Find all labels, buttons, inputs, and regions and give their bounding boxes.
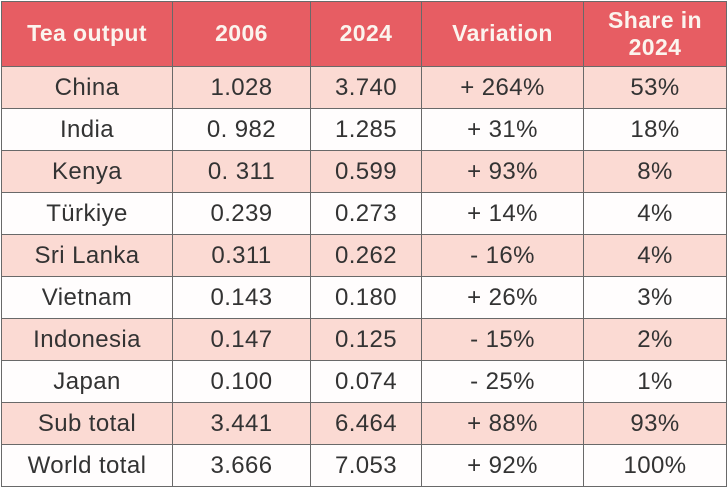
- value-cell-variation: - 25%: [421, 360, 584, 403]
- table-body: China 1.028 3.740 + 264% 53% India 0. 98…: [1, 66, 727, 487]
- table-row-vietnam: Vietnam 0.143 0.180 + 26% 3%: [1, 276, 727, 319]
- value-cell-2024: 0.074: [310, 360, 422, 403]
- table-header: Tea output 2006 2024 Variation Share in …: [1, 1, 727, 67]
- value-cell-share: 3%: [583, 276, 727, 319]
- value-cell-share: 8%: [583, 150, 727, 193]
- column-header-share-in-2024: Share in 2024: [583, 1, 727, 67]
- row-label: Japan: [1, 360, 173, 403]
- value-cell-variation: + 14%: [421, 192, 584, 235]
- row-label: Vietnam: [1, 276, 173, 319]
- table-row-japan: Japan 0.100 0.074 - 25% 1%: [1, 360, 727, 403]
- value-cell-2006: 0.100: [172, 360, 311, 403]
- column-header-variation: Variation: [421, 1, 584, 67]
- row-label: China: [1, 66, 173, 109]
- table-row-sri-lanka: Sri Lanka 0.311 0.262 - 16% 4%: [1, 234, 727, 277]
- row-label: Sri Lanka: [1, 234, 173, 277]
- table-row-kenya: Kenya 0. 311 0.599 + 93% 8%: [1, 150, 727, 193]
- value-cell-variation: + 92%: [421, 444, 584, 487]
- table-row-china: China 1.028 3.740 + 264% 53%: [1, 66, 727, 109]
- table-row-sub-total: Sub total 3.441 6.464 + 88% 93%: [1, 402, 727, 445]
- value-cell-2006: 3.441: [172, 402, 311, 445]
- table-row-world-total: World total 3.666 7.053 + 92% 100%: [1, 444, 727, 487]
- value-cell-2006: 0.239: [172, 192, 311, 235]
- header-row: Tea output 2006 2024 Variation Share in …: [1, 1, 727, 67]
- value-cell-2024: 3.740: [310, 66, 422, 109]
- value-cell-2006: 0. 311: [172, 150, 311, 193]
- value-cell-share: 53%: [583, 66, 727, 109]
- column-header-2006: 2006: [172, 1, 311, 67]
- table-row-turkiye: Türkiye 0.239 0.273 + 14% 4%: [1, 192, 727, 235]
- value-cell-2024: 0.599: [310, 150, 422, 193]
- value-cell-2024: 0.125: [310, 318, 422, 361]
- row-label: World total: [1, 444, 173, 487]
- row-label: Indonesia: [1, 318, 173, 361]
- value-cell-2024: 0.262: [310, 234, 422, 277]
- table-row-indonesia: Indonesia 0.147 0.125 - 15% 2%: [1, 318, 727, 361]
- value-cell-2024: 1.285: [310, 108, 422, 151]
- value-cell-share: 4%: [583, 192, 727, 235]
- value-cell-share: 4%: [583, 234, 727, 277]
- column-header-2024: 2024: [310, 1, 422, 67]
- value-cell-share: 100%: [583, 444, 727, 487]
- value-cell-2006: 0. 982: [172, 108, 311, 151]
- value-cell-variation: + 93%: [421, 150, 584, 193]
- value-cell-2024: 7.053: [310, 444, 422, 487]
- value-cell-variation: + 264%: [421, 66, 584, 109]
- value-cell-2024: 0.180: [310, 276, 422, 319]
- value-cell-2006: 1.028: [172, 66, 311, 109]
- value-cell-2006: 3.666: [172, 444, 311, 487]
- value-cell-variation: + 26%: [421, 276, 584, 319]
- value-cell-2006: 0.147: [172, 318, 311, 361]
- value-cell-share: 93%: [583, 402, 727, 445]
- value-cell-variation: + 31%: [421, 108, 584, 151]
- value-cell-2024: 0.273: [310, 192, 422, 235]
- value-cell-variation: + 88%: [421, 402, 584, 445]
- value-cell-2006: 0.143: [172, 276, 311, 319]
- value-cell-2024: 6.464: [310, 402, 422, 445]
- value-cell-variation: - 15%: [421, 318, 584, 361]
- row-label: Sub total: [1, 402, 173, 445]
- row-label: Türkiye: [1, 192, 173, 235]
- column-header-tea-output: Tea output: [1, 1, 173, 67]
- value-cell-share: 2%: [583, 318, 727, 361]
- row-label: Kenya: [1, 150, 173, 193]
- value-cell-variation: - 16%: [421, 234, 584, 277]
- value-cell-share: 18%: [583, 108, 727, 151]
- row-label: India: [1, 108, 173, 151]
- value-cell-share: 1%: [583, 360, 727, 403]
- table-row-india: India 0. 982 1.285 + 31% 18%: [1, 108, 727, 151]
- value-cell-2006: 0.311: [172, 234, 311, 277]
